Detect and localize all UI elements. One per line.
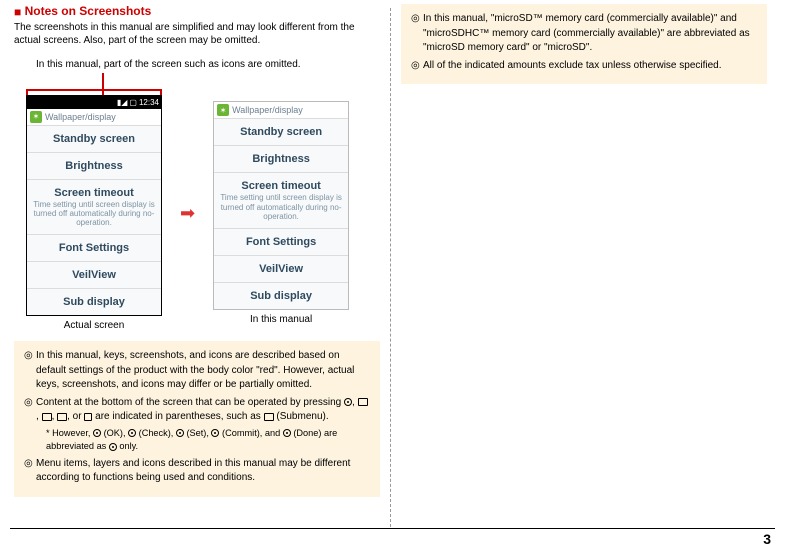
- menu-item: Screen timeout Time setting until screen…: [214, 173, 348, 229]
- menu-item: Standby screen: [214, 119, 348, 146]
- menu-item: Font Settings: [214, 229, 348, 256]
- note-text: Content at the bottom of the screen that…: [36, 396, 370, 454]
- section-title: ■ Notes on Screenshots: [14, 4, 380, 19]
- bullet-icon: ◎: [411, 59, 423, 74]
- note-block-left: ◎ In this manual, keys, screenshots, and…: [14, 341, 380, 496]
- key-icon: [176, 429, 184, 437]
- wallpaper-row: ✶ Wallpaper/display: [214, 102, 348, 119]
- menu-item: Brightness: [214, 146, 348, 173]
- wallpaper-icon: ✶: [30, 111, 42, 123]
- page-number: 3: [763, 531, 771, 547]
- caption-note: In this manual, part of the screen such …: [36, 58, 380, 71]
- wallpaper-icon: ✶: [217, 104, 229, 116]
- note-text: In this manual, "microSD™ memory card (c…: [423, 12, 757, 56]
- key-icon: [283, 429, 291, 437]
- key-icon: [93, 429, 101, 437]
- menu-item: VeilView: [27, 262, 161, 289]
- title-text: Notes on Screenshots: [25, 4, 152, 18]
- note-text: All of the indicated amounts exclude tax…: [423, 59, 757, 74]
- key-icon: [358, 398, 368, 406]
- menu-subtext: Time setting until screen display is tur…: [33, 200, 155, 228]
- wallpaper-row: ✶ Wallpaper/display: [27, 109, 161, 126]
- menu-item: Brightness: [27, 153, 161, 180]
- bullet-icon: ◎: [24, 396, 36, 454]
- menu-item: VeilView: [214, 256, 348, 283]
- key-icon: [109, 443, 117, 451]
- arrow-right-icon: ➡: [180, 203, 195, 224]
- note-block-right: ◎ In this manual, "microSD™ memory card …: [401, 4, 767, 84]
- menu-item: Screen timeout Time setting until screen…: [27, 180, 161, 236]
- bullet-icon: ◎: [24, 349, 36, 393]
- key-icon: [42, 413, 52, 421]
- caption-manual: In this manual: [213, 314, 349, 325]
- note-text: In this manual, keys, screenshots, and i…: [36, 349, 370, 393]
- key-icon: [344, 398, 352, 406]
- status-time: 12:34: [139, 98, 159, 107]
- bullet-icon: ◎: [24, 457, 36, 486]
- key-icon: [128, 429, 136, 437]
- footer-rule: [10, 528, 775, 529]
- title-square-icon: ■: [14, 5, 21, 19]
- note-text: Menu items, layers and icons described i…: [36, 457, 370, 486]
- battery-icon: ▢: [129, 98, 137, 107]
- key-icon: [264, 413, 274, 421]
- intro-text: The screenshots in this manual are simpl…: [14, 21, 380, 48]
- menu-item: Sub display: [27, 289, 161, 315]
- menu-subtext: Time setting until screen display is tur…: [220, 193, 342, 221]
- status-bar: ▮◢ ▢ 12:34: [27, 96, 161, 109]
- figure-row: ▮◢ ▢ 12:34 ✶ Wallpaper/display Standby s…: [26, 95, 380, 332]
- key-icon: [211, 429, 219, 437]
- phone-actual: ▮◢ ▢ 12:34 ✶ Wallpaper/display Standby s…: [26, 95, 162, 317]
- callout-bracket-icon: [26, 89, 162, 95]
- note-footnote: * However, (OK), (Check), (Set), (Commit…: [36, 427, 370, 454]
- bullet-icon: ◎: [411, 12, 423, 56]
- key-icon: [57, 413, 67, 421]
- wallpaper-label: Wallpaper/display: [45, 112, 116, 122]
- menu-item: Standby screen: [27, 126, 161, 153]
- signal-icon: ▮◢: [117, 98, 128, 107]
- key-icon: [84, 413, 92, 421]
- phone-manual: ✶ Wallpaper/display Standby screen Brigh…: [213, 101, 349, 310]
- caption-actual: Actual screen: [26, 320, 162, 331]
- menu-item: Sub display: [214, 283, 348, 309]
- wallpaper-label: Wallpaper/display: [232, 105, 303, 115]
- menu-item: Font Settings: [27, 235, 161, 262]
